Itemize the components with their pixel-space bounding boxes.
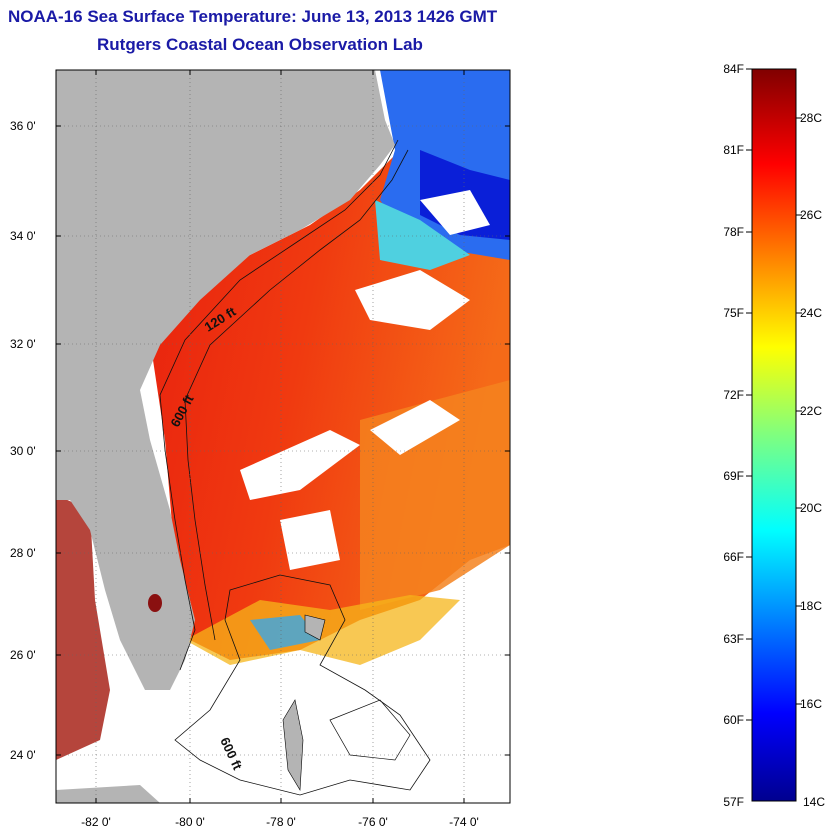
lon-label: -78 0' (266, 815, 296, 829)
lon-label: -82 0' (81, 815, 111, 829)
colorbar-c-label: 28C (800, 111, 822, 125)
land-mass (56, 70, 395, 690)
colorbar-f-label: 81F (723, 143, 744, 157)
lat-label: 26 0' (10, 648, 36, 662)
contour-bahamas (174, 574, 431, 796)
colorbar-gradient (751, 68, 797, 802)
colorbar-f-label: 78F (723, 225, 744, 239)
colorbar-f-label: 66F (723, 550, 744, 564)
lat-label: 36 0' (10, 119, 36, 133)
contour-600ft (184, 149, 409, 641)
colorbar-f-label: 63F (723, 632, 744, 646)
colorbar-c-label: 26C (800, 208, 822, 222)
colorbar: 84F 81F 78F 75F 72F 69F 66F 63F 60F 57F … (723, 62, 825, 809)
lat-label: 32 0' (10, 337, 36, 351)
colorbar-f-label: 72F (723, 388, 744, 402)
map-frame (55, 69, 511, 804)
lon-label: -74 0' (449, 815, 479, 829)
colorbar-c-label: 24C (800, 306, 822, 320)
bahamas-island (304, 614, 326, 641)
cloud-patch (370, 400, 460, 455)
bahamas-island (282, 699, 304, 791)
cloud-patch (240, 430, 360, 500)
longitude-axis: -82 0' -80 0' -78 0' -76 0' -74 0' (81, 70, 479, 829)
colorbar-f-label: 60F (723, 713, 744, 727)
colorbar-f-label: 57F (723, 795, 744, 809)
map-area: 120 ft 600 ft 600 ft (56, 70, 510, 803)
cloud-patch (56, 660, 510, 803)
map-title: NOAA-16 Sea Surface Temperature: June 13… (8, 7, 498, 26)
lon-label: -80 0' (175, 815, 205, 829)
lat-label: 28 0' (10, 546, 36, 560)
colorbar-f-label: 84F (723, 62, 744, 76)
cloud-patch (280, 510, 340, 570)
lake-okeechobee (148, 594, 162, 612)
lon-label: -76 0' (358, 815, 388, 829)
colorbar-c-label: 16C (800, 697, 822, 711)
map-subtitle: Rutgers Coastal Ocean Observation Lab (97, 35, 423, 54)
colorbar-c-label: 14C (803, 795, 825, 809)
lat-label: 30 0' (10, 444, 36, 458)
colorbar-c-label: 18C (800, 599, 822, 613)
cloud-patch (355, 270, 470, 330)
colorbar-c-label: 22C (800, 404, 822, 418)
colorbar-c-label: 20C (800, 501, 822, 515)
cloud-patch (420, 190, 490, 235)
lat-label: 34 0' (10, 229, 36, 243)
colorbar-f-label: 69F (723, 469, 744, 483)
contour-120ft (159, 139, 399, 671)
latitude-axis: 36 0' 34 0' 32 0' 30 0' 28 0' 26 0' 24 0… (10, 119, 510, 762)
colorbar-f-label: 75F (723, 306, 744, 320)
lat-label: 24 0' (10, 748, 36, 762)
